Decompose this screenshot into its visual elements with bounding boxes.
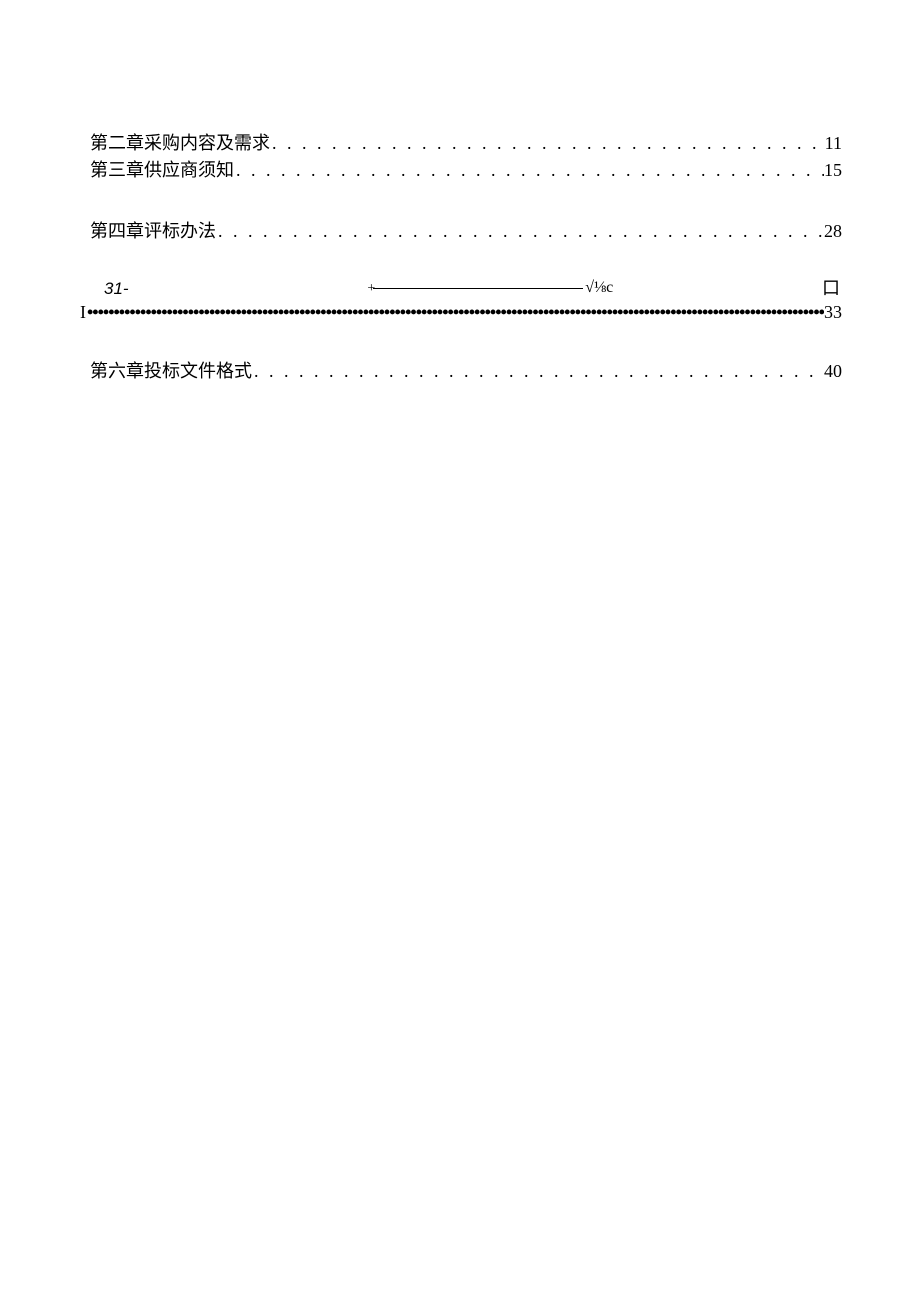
toc-title: 第四章评标办法 <box>90 218 216 245</box>
toc-leader-bullets: ••••••••••••••••••••••••••••••••••••••••… <box>86 302 824 324</box>
toc-page-number: 15 <box>824 157 842 184</box>
toc-title: 第三章供应商须知 <box>90 157 234 184</box>
toc-entry-corrupt-line-1: 31- + √⅛c 口 <box>90 277 842 300</box>
spacer <box>90 324 842 358</box>
toc-entry-corrupt-line-2: I ••••••••••••••••••••••••••••••••••••••… <box>80 302 842 324</box>
toc-page-number: 28 <box>824 218 842 245</box>
toc-page-number: 33 <box>824 302 842 324</box>
corrupt-mid: + √⅛c <box>367 278 613 299</box>
corrupt-left-text: 31- <box>104 278 129 300</box>
toc-title: 第六章投标文件格式 <box>90 358 252 385</box>
spacer <box>90 184 842 218</box>
toc-page-number: 40 <box>824 358 842 385</box>
toc-page-number: 11 <box>825 130 842 157</box>
toc-entry-chapter-4: 第四章评标办法 . . . . . . . . . . . . . . . . … <box>90 218 842 245</box>
underline <box>373 288 583 289</box>
corrupt-mid-text: √⅛c <box>585 278 613 299</box>
toc-entry-chapter-3: 第三章供应商须知 . . . . . . . . . . . . . . . .… <box>90 157 842 184</box>
toc-title: 第二章采购内容及需求 <box>90 130 270 157</box>
toc-entry-chapter-2: 第二章采购内容及需求 . . . . . . . . . . . . . . .… <box>90 130 842 157</box>
toc-leader: . . . . . . . . . . . . . . . . . . . . … <box>234 157 824 184</box>
toc-entry-chapter-6: 第六章投标文件格式 . . . . . . . . . . . . . . . … <box>90 358 842 385</box>
toc-leader: . . . . . . . . . . . . . . . . . . . . … <box>252 358 824 385</box>
toc-leader: . . . . . . . . . . . . . . . . . . . . … <box>270 130 825 157</box>
spacer <box>90 245 842 277</box>
toc-leader: . . . . . . . . . . . . . . . . . . . . … <box>216 218 824 245</box>
corrupt-right-text: 口 <box>822 277 842 300</box>
